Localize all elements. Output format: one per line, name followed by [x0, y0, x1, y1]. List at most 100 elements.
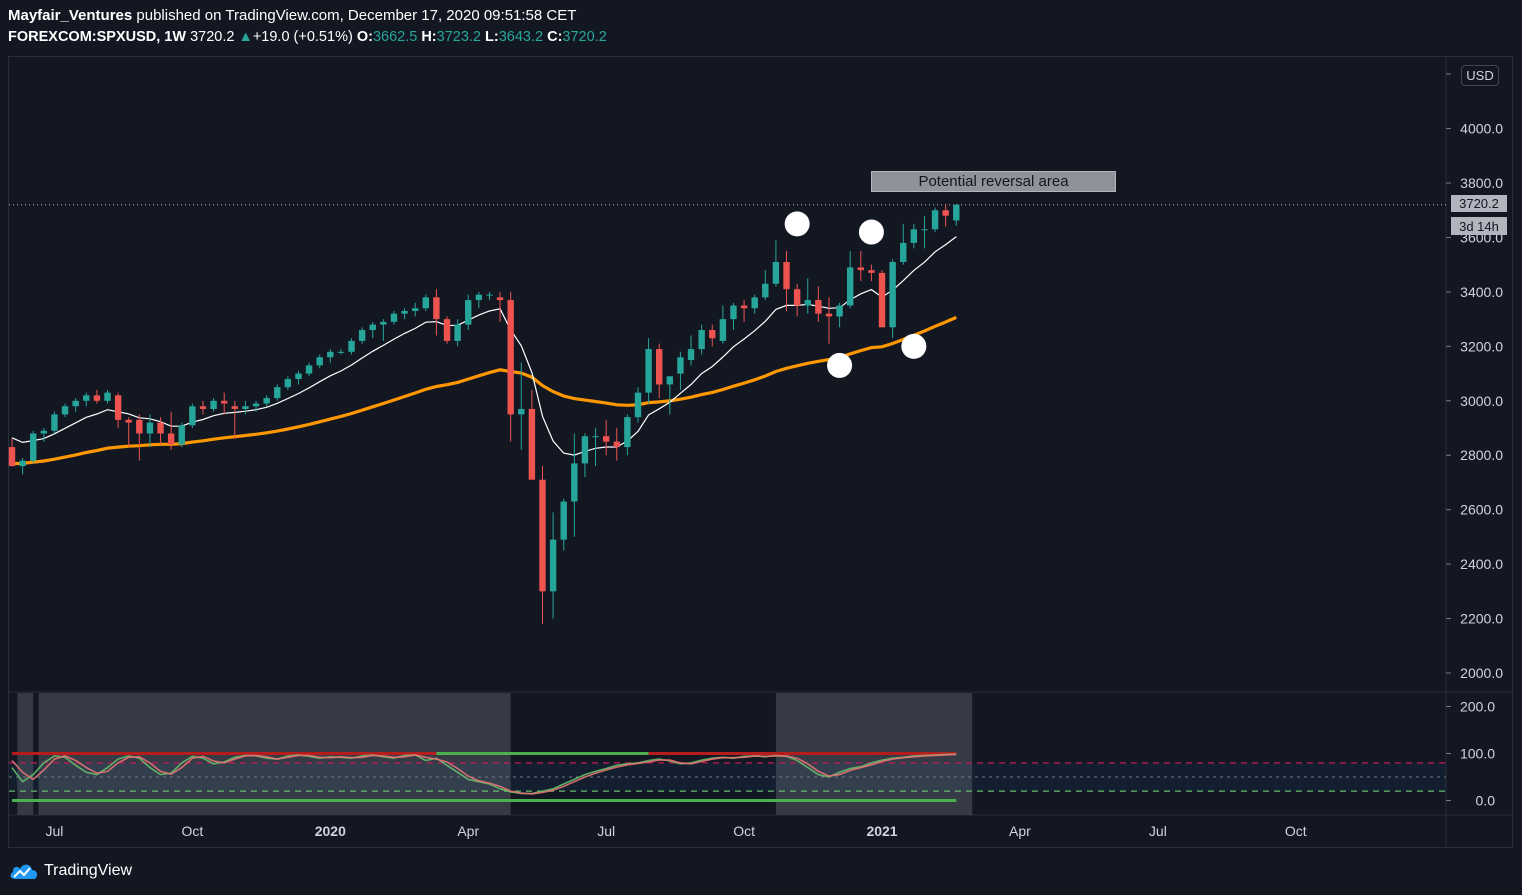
price-tick-label: 2000.0 [1460, 665, 1503, 681]
osc-band [10, 762, 1446, 792]
candle-body [793, 289, 801, 306]
candle-body [61, 406, 69, 415]
candle-body [231, 406, 239, 409]
candle-body [316, 357, 323, 366]
candle-body [656, 349, 663, 385]
candle-body [719, 319, 727, 341]
candle-body [857, 267, 864, 271]
time-tick-label: Apr [457, 823, 479, 839]
candle-body [560, 501, 567, 540]
candle-body [242, 406, 249, 409]
time-tick-label: Jul [597, 823, 615, 839]
currency-button[interactable]: USD [1461, 65, 1499, 86]
candle-body [178, 425, 185, 445]
candle-body [953, 204, 960, 221]
candle-body [836, 305, 843, 317]
candle-body [496, 297, 504, 301]
candle-body [221, 400, 228, 404]
close-value: 3720.2 [562, 29, 607, 45]
last-price: 3720.2 [190, 29, 235, 45]
candle-body [114, 395, 122, 420]
time-tick-label: Oct [733, 823, 755, 839]
symbol-label[interactable]: FOREXCOM:SPXUSD, 1W [8, 29, 187, 45]
cloud-icon [10, 864, 38, 879]
candle-body [889, 261, 896, 328]
change-value: +19.0 (+0.51%) [252, 29, 353, 45]
candle-body [274, 387, 281, 399]
candle-body [900, 242, 907, 262]
candle-body [348, 340, 355, 352]
price-tick-label: 2600.0 [1460, 502, 1503, 518]
top-marker [784, 211, 810, 237]
osc-tick-label: 200.0 [1460, 699, 1495, 715]
candle-body [825, 313, 833, 317]
candle-body [475, 294, 483, 301]
candle-body [401, 310, 408, 314]
candle-body [486, 294, 493, 296]
candle-body [337, 351, 345, 353]
high-value: 3723.2 [436, 29, 481, 45]
candle-body [528, 408, 536, 480]
candle-body [783, 261, 790, 290]
candle-body [358, 330, 366, 341]
candle-body [592, 436, 599, 438]
open-label: O: [356, 29, 373, 45]
candle-body [380, 321, 387, 325]
ema-short-line [11, 236, 957, 456]
osc-tick-label: 100.0 [1460, 746, 1495, 762]
candle-body [136, 419, 143, 434]
candle-body [167, 433, 175, 445]
price-tick-label: 3200.0 [1460, 338, 1503, 354]
bottom-marker [901, 333, 927, 359]
candle-body [433, 297, 440, 320]
candle-body [518, 408, 525, 415]
close-label: C: [547, 29, 563, 45]
osc-tick-label: 0.0 [1476, 793, 1496, 809]
tradingview-logo[interactable]: TradingView [8, 860, 132, 882]
time-tick-label: Oct [181, 823, 203, 839]
candle-body [666, 376, 674, 385]
change-arrow-icon: ▲ [238, 29, 253, 45]
oscillator-pane [9, 693, 1446, 815]
time-tick-label: 2021 [866, 823, 897, 839]
candle-body [751, 297, 758, 309]
candle-body [910, 229, 918, 243]
candle-body [263, 398, 270, 404]
candle-body [422, 297, 429, 309]
time-tick-label: Jul [45, 823, 63, 839]
candle-body [571, 463, 578, 502]
publisher-name[interactable]: Mayfair_Ventures [8, 7, 133, 24]
candle-body [199, 406, 207, 409]
low-label: L: [485, 29, 499, 45]
candle-body [740, 305, 748, 309]
candle-body [327, 351, 334, 358]
candle-body [93, 395, 101, 401]
published-text: published on TradingView.com, December 1… [132, 7, 577, 24]
time-tick-label: 2020 [315, 823, 346, 839]
candle-body [104, 392, 111, 401]
candle-body [613, 441, 620, 448]
candle-body [868, 270, 875, 273]
bottom-marker [827, 352, 853, 378]
candle-body [83, 395, 90, 401]
candle-body [8, 447, 16, 467]
candle-body [549, 539, 557, 592]
top-marker [858, 219, 884, 245]
candle-body [815, 300, 822, 314]
price-tick-label: 2800.0 [1460, 447, 1503, 463]
countdown-tag: 3d 14h [1451, 217, 1507, 235]
legend-ohlc: FOREXCOM:SPXUSD, 1W 3720.2 ▲+19.0 (+0.51… [8, 29, 607, 45]
candle-body [507, 300, 514, 415]
candle-body [40, 430, 48, 434]
reversal-annotation[interactable]: Potential reversal area [871, 171, 1116, 192]
candle-body [295, 373, 302, 380]
candle-body [443, 319, 451, 341]
candle-body [581, 436, 589, 464]
osc-red-line [11, 753, 957, 795]
price-tick-label: 3000.0 [1460, 393, 1503, 409]
candle-body [125, 419, 132, 423]
candle-body [284, 379, 292, 388]
candle-body [465, 300, 472, 325]
candle-body [252, 403, 260, 407]
